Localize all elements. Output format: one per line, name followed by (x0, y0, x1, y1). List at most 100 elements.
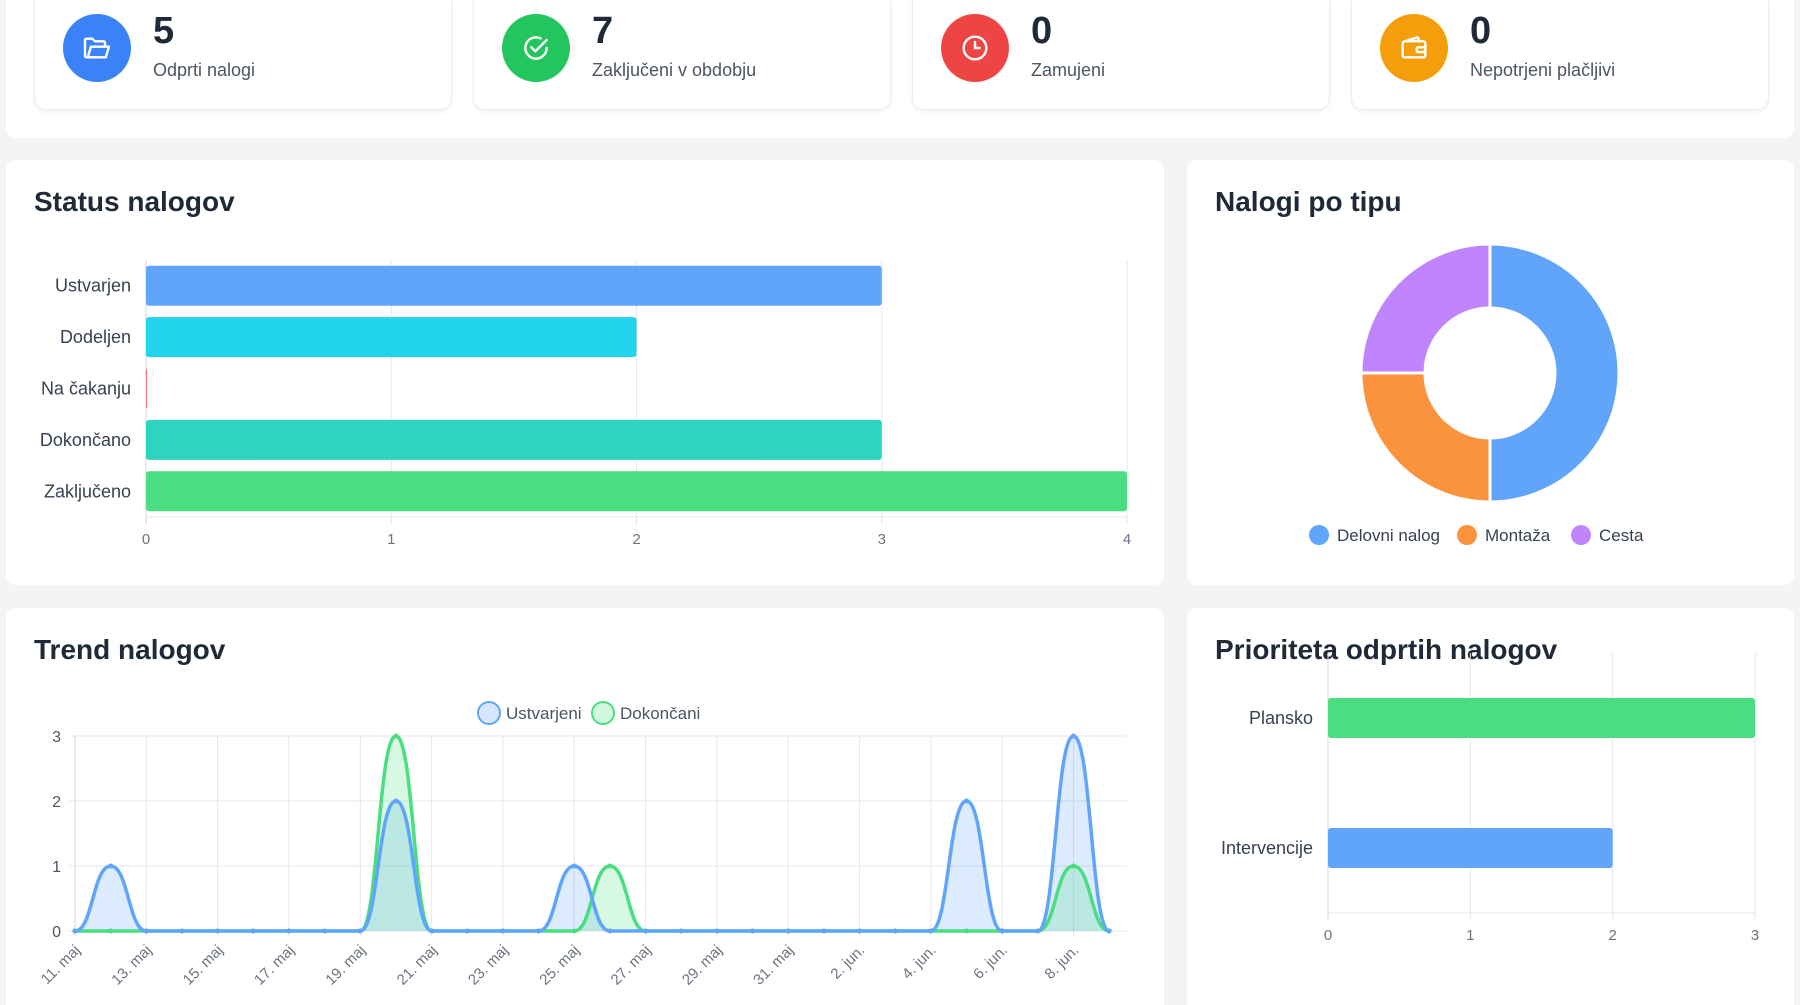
category-label: Dodeljen (60, 327, 131, 347)
legend-label: Ustvarjeni (506, 704, 582, 723)
category-label: Na čakanju (41, 379, 131, 399)
data-point (108, 863, 114, 869)
data-point (429, 928, 435, 934)
legend-swatch (1457, 525, 1477, 545)
stats-strip: 5 Odprti nalogi 7 Zaključeni v obdobju 0… (6, 0, 1794, 138)
x-tick-label: 2. jun. (827, 942, 868, 983)
x-tick-label: 6. jun. (970, 942, 1011, 983)
bar (146, 471, 1127, 512)
x-tick-label: 23. maj (465, 942, 512, 989)
legend-label: Cesta (1599, 526, 1644, 545)
x-tick-label: 4. jun. (899, 942, 940, 983)
data-point (215, 928, 221, 934)
category-label: Dokončano (40, 430, 131, 450)
stat-card-closed: 7 Zaključeni v obdobju (473, 0, 891, 110)
x-tick-label: 29. maj (679, 942, 726, 989)
x-tick-label: 8. jun. (1041, 942, 1082, 983)
data-point (607, 928, 613, 934)
data-point (500, 928, 506, 934)
category-label: Ustvarjen (55, 276, 131, 296)
data-point (1035, 928, 1041, 934)
x-tick-label: 2 (632, 531, 640, 548)
y-tick-label: 3 (52, 729, 61, 746)
legend-label: Delovni nalog (1337, 526, 1440, 545)
data-point (536, 928, 542, 934)
x-tick-label: 4 (1123, 531, 1131, 548)
data-point (607, 863, 613, 869)
panel-title: Nalogi po tipu (1215, 186, 1402, 217)
x-tick-label: 1 (1466, 927, 1474, 944)
priority-chart: 0 1 2 3 Plansko Intervencije (1221, 653, 1759, 944)
panel-title: Prioriteta odprtih nalogov (1215, 634, 1558, 665)
legend-swatch (477, 701, 501, 725)
bar (146, 317, 637, 358)
x-tick-label: 2 (1608, 927, 1616, 944)
stat-value: 0 (1470, 10, 1492, 52)
x-tick-label: 15. maj (180, 942, 227, 989)
stat-label: Nepotrjeni plačljivi (1470, 60, 1616, 80)
x-tick-label: 17. maj (251, 942, 298, 989)
bar (1328, 828, 1613, 868)
data-point (643, 928, 649, 934)
bar (146, 419, 882, 460)
data-point (571, 928, 577, 934)
data-point (785, 928, 791, 934)
stat-label: Odprti nalogi (153, 60, 256, 80)
data-point (964, 928, 970, 934)
stat-value: 7 (592, 10, 614, 52)
x-tick-label: 0 (1324, 927, 1332, 944)
stat-value: 0 (1031, 10, 1053, 52)
doughnut-slice (1359, 242, 1492, 375)
data-point (714, 928, 720, 934)
panel-title: Status nalogov (34, 186, 235, 217)
data-point (999, 928, 1005, 934)
legend-label: Dokončani (620, 704, 700, 723)
panel-title: Trend nalogov (34, 634, 226, 665)
x-tick-label: 25. maj (536, 942, 583, 989)
data-point (108, 928, 114, 934)
priority-panel: Prioriteta odprtih nalogov 0 1 2 3 Plansko In… (1187, 608, 1794, 1005)
x-tick-label: 31. maj (750, 942, 797, 989)
data-point (571, 863, 577, 869)
trend-chart: 0 1 2 3 11. maj 13. maj 15. maj 17. maj 19. maj 2… (38, 701, 1127, 989)
data-point (286, 928, 292, 934)
x-tick-label: 1 (387, 531, 395, 548)
trend-panel: Trend nalogov 0 1 2 3 11. maj 13. maj 15. maj 1… (6, 608, 1164, 1005)
legend-swatch (1309, 525, 1329, 545)
x-tick-label: 3 (878, 531, 886, 548)
data-point (322, 928, 328, 934)
data-point (1071, 733, 1077, 739)
x-tick-label: 27. maj (608, 942, 655, 989)
data-point (72, 928, 78, 934)
x-tick-label: 19. maj (322, 942, 369, 989)
type-panel: Nalogi po tipu Delovni nalog Montaža Cesta (1187, 160, 1794, 585)
stat-label: Zamujeni (1031, 60, 1106, 80)
y-tick-label: 0 (52, 924, 61, 941)
stat-card-unconfirmed: 0 Nepotrjeni plačljivi (1351, 0, 1769, 110)
check-circle-icon (502, 14, 570, 82)
data-point (1106, 928, 1112, 934)
x-tick-label: 21. maj (394, 942, 441, 989)
data-point (857, 928, 863, 934)
clock-icon (941, 14, 1009, 82)
x-tick-label: 11. maj (38, 942, 84, 988)
stat-value: 5 (153, 10, 175, 52)
legend-label: Montaža (1485, 526, 1551, 545)
category-label: Plansko (1249, 708, 1313, 728)
status-chart: 0 1 2 3 4 Ustvarjen Dodeljen Na čakanju Dokončan… (40, 260, 1131, 548)
y-tick-label: 2 (52, 794, 61, 811)
data-point (892, 928, 898, 934)
data-point (464, 928, 470, 934)
data-point (1071, 863, 1077, 869)
data-point (250, 928, 256, 934)
x-tick-label: 3 (1751, 927, 1759, 944)
folder-open-icon (63, 14, 131, 82)
type-chart: Delovni nalog Montaža Cesta (1309, 242, 1644, 545)
stat-label: Zaključeni v obdobju (592, 60, 757, 80)
data-point (678, 928, 684, 934)
bar (146, 265, 882, 306)
data-point (928, 928, 934, 934)
y-tick-label: 1 (52, 859, 61, 876)
legend-swatch (1571, 525, 1591, 545)
stat-card-open: 5 Odprti nalogi (34, 0, 452, 110)
